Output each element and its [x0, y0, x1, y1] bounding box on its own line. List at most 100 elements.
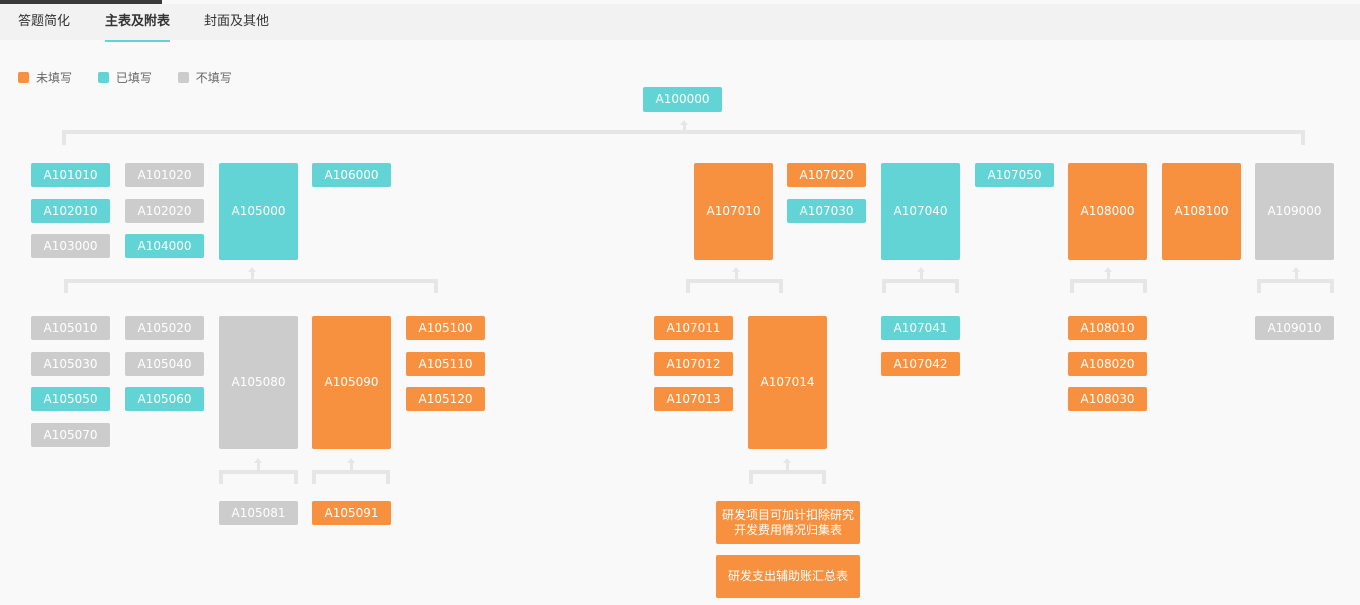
- form-node[interactable]: A105070: [31, 423, 110, 447]
- form-node[interactable]: A108020: [1068, 352, 1147, 376]
- gray-dot-icon: [177, 72, 189, 83]
- form-node[interactable]: A102010: [31, 199, 110, 223]
- connector-line: [1330, 279, 1334, 293]
- arrow-up-icon: [783, 458, 791, 463]
- orange-dot-icon: [18, 72, 29, 83]
- teal-dot-icon: [97, 72, 109, 83]
- form-node[interactable]: A105010: [31, 316, 110, 340]
- form-node[interactable]: A107050: [975, 163, 1054, 187]
- form-node[interactable]: A105081: [219, 501, 298, 525]
- connector-line: [1107, 271, 1110, 279]
- form-node[interactable]: A105120: [406, 387, 485, 411]
- form-node[interactable]: A107041: [881, 316, 960, 340]
- connector-line: [749, 470, 826, 474]
- connector-line: [1070, 279, 1074, 293]
- connector-line: [294, 470, 298, 484]
- connector-line: [386, 470, 390, 484]
- form-node[interactable]: A101010: [31, 163, 110, 187]
- form-node[interactable]: A108000: [1068, 163, 1147, 260]
- arrow-up-icon: [254, 458, 262, 463]
- connector-line: [62, 130, 66, 145]
- form-node[interactable]: A107011: [654, 316, 733, 340]
- form-node[interactable]: A105060: [125, 387, 204, 411]
- arrow-up-icon: [347, 458, 355, 463]
- connector-line: [312, 470, 390, 474]
- form-node[interactable]: A109010: [1255, 316, 1334, 340]
- form-node[interactable]: A109000: [1255, 163, 1334, 260]
- arrow-up-icon: [732, 267, 740, 272]
- form-node[interactable]: A105000: [219, 163, 298, 260]
- connector-line: [686, 279, 690, 293]
- connector-line: [882, 279, 959, 283]
- arrow-up-icon: [248, 267, 256, 272]
- legend-item-filled: 已填写: [97, 69, 152, 86]
- connector-line: [749, 470, 753, 484]
- form-node[interactable]: A105080: [219, 316, 298, 449]
- form-node[interactable]: A105090: [312, 316, 391, 449]
- form-node[interactable]: A107012: [654, 352, 733, 376]
- form-node[interactable]: A105050: [31, 387, 110, 411]
- form-node[interactable]: A105100: [406, 316, 485, 340]
- connector-line: [1143, 279, 1147, 293]
- form-node[interactable]: A105040: [125, 352, 204, 376]
- connector-line: [64, 279, 438, 283]
- connector-line: [257, 462, 260, 470]
- form-node[interactable]: A102020: [125, 199, 204, 223]
- connector-line: [683, 124, 686, 130]
- form-node[interactable]: A103000: [31, 234, 110, 258]
- form-node[interactable]: 研发项目可加计扣除研究开发费用情况归集表: [716, 501, 860, 544]
- tab-bar: 答题简化 主表及附表 封面及其他: [0, 4, 1360, 42]
- form-node[interactable]: A105110: [406, 352, 485, 376]
- form-node[interactable]: A108030: [1068, 387, 1147, 411]
- connector-line: [1257, 279, 1261, 293]
- connector-line: [219, 470, 223, 484]
- connector-line: [1257, 279, 1334, 283]
- form-node[interactable]: A107010: [694, 163, 773, 260]
- connector-line: [251, 271, 254, 279]
- tab-simplified[interactable]: 答题简化: [18, 14, 71, 29]
- connector-line: [1070, 279, 1147, 283]
- connector-line: [920, 271, 923, 279]
- legend: 未填写 已填写 不填写: [18, 69, 254, 86]
- connector-line: [779, 279, 783, 293]
- connector-line: [434, 279, 438, 293]
- connector-line: [1295, 271, 1298, 279]
- form-node[interactable]: A105020: [125, 316, 204, 340]
- form-node[interactable]: 研发支出辅助账汇总表: [716, 555, 860, 598]
- connector-line: [1301, 130, 1305, 145]
- form-node[interactable]: A101020: [125, 163, 204, 187]
- form-node[interactable]: A105030: [31, 352, 110, 376]
- tab-cover-and-others[interactable]: 封面及其他: [204, 14, 270, 29]
- connector-line: [786, 462, 789, 470]
- tab-main-and-appendix[interactable]: 主表及附表: [105, 4, 171, 42]
- connector-line: [64, 279, 68, 293]
- connector-line: [312, 470, 316, 484]
- form-node[interactable]: A105091: [312, 501, 391, 525]
- form-node[interactable]: A107042: [881, 352, 960, 376]
- connector-line: [955, 279, 959, 293]
- form-node[interactable]: A107014: [748, 316, 827, 449]
- connector-line: [735, 271, 738, 279]
- form-node[interactable]: A104000: [125, 234, 204, 258]
- form-node[interactable]: A107040: [881, 163, 960, 260]
- top-progress-bar: [0, 0, 162, 4]
- connector-line: [882, 279, 886, 293]
- form-node[interactable]: A107020: [787, 163, 866, 187]
- connector-line: [350, 462, 353, 470]
- arrow-up-icon: [680, 120, 688, 125]
- form-node[interactable]: A106000: [312, 163, 391, 187]
- form-node[interactable]: A108100: [1162, 163, 1241, 260]
- form-node[interactable]: A107030: [787, 199, 866, 223]
- legend-label: 未填写: [36, 71, 73, 85]
- legend-label: 已填写: [115, 71, 152, 85]
- legend-label: 不填写: [195, 71, 232, 85]
- form-node[interactable]: A107013: [654, 387, 733, 411]
- form-node[interactable]: A108010: [1068, 316, 1147, 340]
- form-node[interactable]: A100000: [643, 87, 722, 112]
- connector-line: [219, 470, 298, 474]
- legend-item-unfilled: 未填写: [18, 69, 72, 86]
- arrow-up-icon: [1292, 267, 1300, 272]
- connector-line: [62, 130, 1305, 134]
- connector-line: [686, 279, 783, 283]
- legend-item-not-required: 不填写: [177, 69, 232, 86]
